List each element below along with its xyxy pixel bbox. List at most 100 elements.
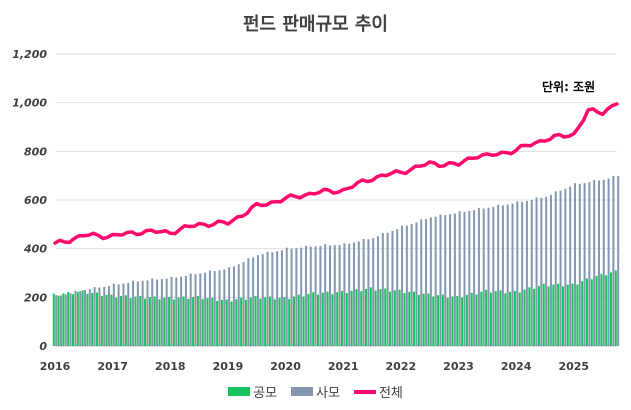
bar-private [266, 251, 269, 346]
legend-swatch-public [228, 387, 251, 396]
x-tick-label: 2024 [501, 360, 532, 373]
bar-private [127, 282, 130, 346]
bar-private [477, 207, 480, 346]
legend-item-public: 공모 [228, 382, 277, 401]
bar-public [465, 294, 468, 346]
bar-public [389, 291, 392, 346]
bar-private [194, 274, 197, 346]
bar-private [304, 245, 307, 346]
bar-public [360, 291, 363, 346]
bar-private [429, 217, 432, 346]
legend-swatch-private [291, 387, 314, 396]
bar-public [259, 298, 262, 346]
bar-private [84, 290, 87, 346]
bar-public [365, 288, 368, 346]
bar-public [422, 293, 425, 346]
bar-private [415, 222, 418, 346]
bar-public [172, 299, 175, 346]
bar-public [302, 296, 305, 346]
bar-private [117, 284, 120, 346]
bar-private [98, 287, 101, 346]
bar-public [456, 295, 459, 346]
bar-private [271, 252, 274, 346]
bar-private [357, 241, 360, 346]
bar-public [81, 290, 84, 346]
bar-public [355, 289, 358, 346]
bar-public [374, 290, 377, 346]
bar-private [314, 246, 317, 346]
bar-private [401, 225, 404, 346]
bar-public [110, 294, 113, 346]
bar-private [434, 216, 437, 346]
bar-public [485, 289, 488, 346]
legend: 공모 사모 전체 [0, 382, 631, 401]
bar-public [168, 297, 171, 346]
bar-private [410, 224, 413, 346]
chart-canvas: 0 200 400 600 800 1,000 1,200 2016 2017 2018 2019 2… [12, 48, 620, 373]
bar-public [240, 297, 243, 346]
bar-private [593, 179, 596, 346]
bar-public [249, 297, 252, 346]
bar-public [504, 293, 507, 346]
bar-public [475, 294, 478, 346]
bar-public [216, 300, 219, 346]
bar-public [206, 298, 209, 346]
unit-label: 단위: 조원 [542, 80, 596, 94]
bar-public [196, 295, 199, 346]
bar-private [232, 266, 235, 346]
bar-private [156, 279, 159, 346]
bar-public [134, 296, 137, 346]
bar-public [528, 287, 531, 346]
bar-private [285, 247, 288, 346]
bar-private [573, 183, 576, 346]
bar-public [350, 290, 353, 346]
bar-public [273, 299, 276, 346]
bar-private [141, 280, 144, 346]
bar-public [62, 293, 65, 346]
bar-public [283, 297, 286, 346]
bar-private [223, 269, 226, 346]
bar-public [115, 297, 118, 346]
bar-private [425, 219, 428, 346]
bar-public [384, 288, 387, 346]
bar-private [290, 248, 293, 346]
bar-public [489, 292, 492, 346]
bar-private [261, 254, 264, 346]
bar-public [91, 292, 94, 346]
bar-public [163, 297, 166, 346]
bar-public [609, 272, 612, 346]
bar-private [136, 281, 139, 346]
bar-private [569, 186, 572, 346]
bar-private [151, 278, 154, 346]
bar-private [353, 242, 356, 346]
bar-private [146, 280, 149, 346]
bar-public [57, 295, 60, 346]
y-tick-label: 800 [24, 145, 47, 158]
bar-public [158, 299, 161, 346]
legend-item-private: 사모 [291, 382, 340, 401]
bar-private [521, 201, 524, 346]
bar-public [76, 291, 79, 346]
bar-public [398, 289, 401, 346]
bar-private [122, 283, 125, 346]
y-tick-label: 600 [24, 194, 47, 207]
bar-private [463, 211, 466, 346]
bar-public [494, 291, 497, 346]
bar-private [535, 197, 538, 346]
bar-private [132, 280, 135, 346]
bar-private [530, 199, 533, 346]
bar-public [67, 291, 70, 346]
bar-public [461, 297, 464, 346]
bar-public [244, 299, 247, 346]
bar-private [208, 270, 211, 346]
bar-public [326, 291, 329, 346]
bar-private [252, 257, 255, 346]
bar-public [595, 275, 598, 346]
bar-private [324, 244, 327, 346]
bar-private [247, 258, 250, 346]
bar-private [487, 207, 490, 346]
bar-private [612, 175, 615, 346]
bar-public [561, 286, 564, 346]
bar-public [336, 292, 339, 346]
bar-private [256, 255, 259, 346]
